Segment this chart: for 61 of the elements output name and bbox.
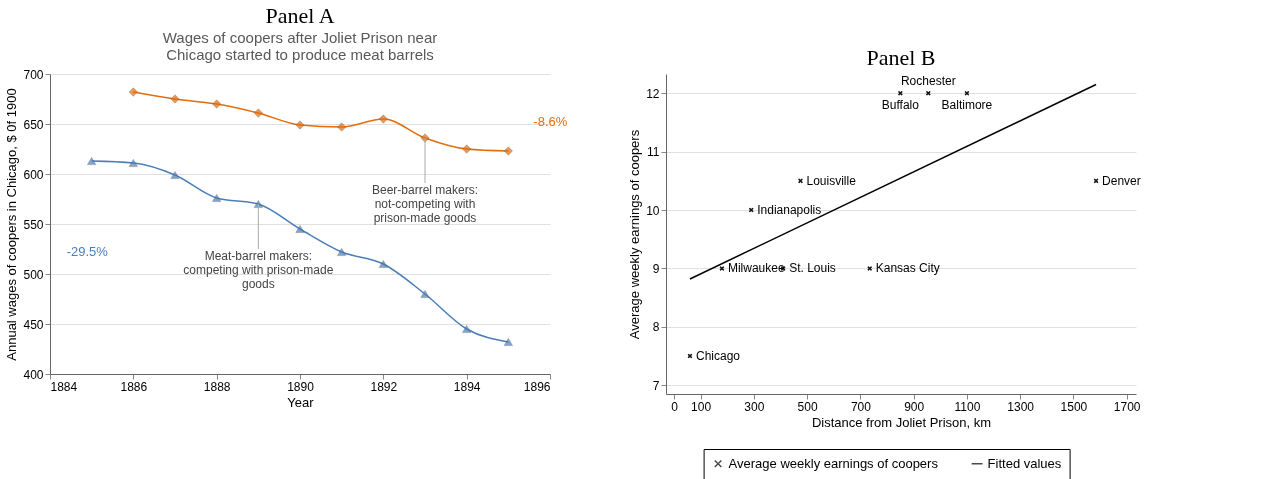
annotation: Buffalo [881,98,920,113]
annotation: -8.6% [533,113,568,129]
y-tick-label: 550 [23,217,44,232]
y-tick-label: 500 [23,267,44,282]
x-tick-label: 1100 [954,399,981,414]
x-tick-label: 900 [904,399,925,414]
annotation: -29.5% [66,243,109,259]
chart-title: Panel B [866,45,936,70]
point [964,90,970,96]
point [925,90,931,96]
y-tick-label: 9 [652,261,660,276]
y-tick-label: 700 [23,67,44,82]
point [797,178,803,184]
y-tick-label: 10 [646,203,660,218]
x-tick-label: 300 [744,399,765,414]
x-tick-label: 1888 [203,379,231,394]
x-tick-label: 1500 [1060,399,1088,414]
x-tick-label: 1892 [370,379,398,394]
x-tick-label: 1300 [1007,399,1035,414]
y-tick-label: 7 [652,378,660,393]
x-tick-label: 500 [797,399,818,414]
x-tick-label: 0 [671,399,679,414]
annotation: Chicago [695,349,741,364]
x-tick-label: 1890 [287,379,315,394]
annotation: Beer-barrel makers: not-competing with prison-made goods [371,183,479,225]
annotation: Rochester [900,74,956,89]
annotation: Meat-barrel makers: competing with prison-made goods [183,249,334,291]
chart-subtitle: Wages of coopers after Joliet Prison near Chicago started to produce meat barrels [162,29,438,63]
point [1093,178,1099,184]
x-tick-label: 1700 [1113,399,1141,414]
point [897,90,903,96]
y-tick-label: 400 [23,367,44,382]
y-tick-label: 450 [23,317,44,332]
annotation: Kansas City [875,261,940,276]
x-tick-label: 100 [691,399,712,414]
y-tick-label: 11 [647,145,660,160]
point [748,207,754,213]
annotation: St. Louis [789,261,836,276]
y-tick-label: 8 [652,320,660,335]
x-axis-title: Year [287,394,315,410]
y-axis-title: Average weekly earnings of coopers [627,129,643,340]
point [867,265,873,271]
annotation: Milwaukee [727,261,785,276]
chart-title: Panel A [265,3,335,28]
annotation: Indianapolis [757,203,822,218]
legend-label: Average weekly earnings of coopers [728,455,939,471]
x-tick-label: 1886 [120,379,148,394]
y-axis-title: Annual wages of coopers in Chicago, $ 0f 1900 [4,88,20,361]
annotation: Baltimore [941,98,993,113]
x-axis-title: Distance from Joliet Prison, km [811,414,992,430]
y-tick-label: 12 [646,86,660,101]
x-tick-label: 1894 [453,379,481,394]
annotation: Denver [1102,173,1141,188]
annotation: Louisville [806,173,857,188]
x-tick-label: 1896 [523,379,551,394]
y-tick-label: 650 [23,117,44,132]
x-tick-label: 1884 [50,379,78,394]
y-tick-label: 600 [23,167,44,182]
legend-label: Fitted values [987,455,1062,471]
x-tick-label: 700 [850,399,872,414]
point [719,265,725,271]
